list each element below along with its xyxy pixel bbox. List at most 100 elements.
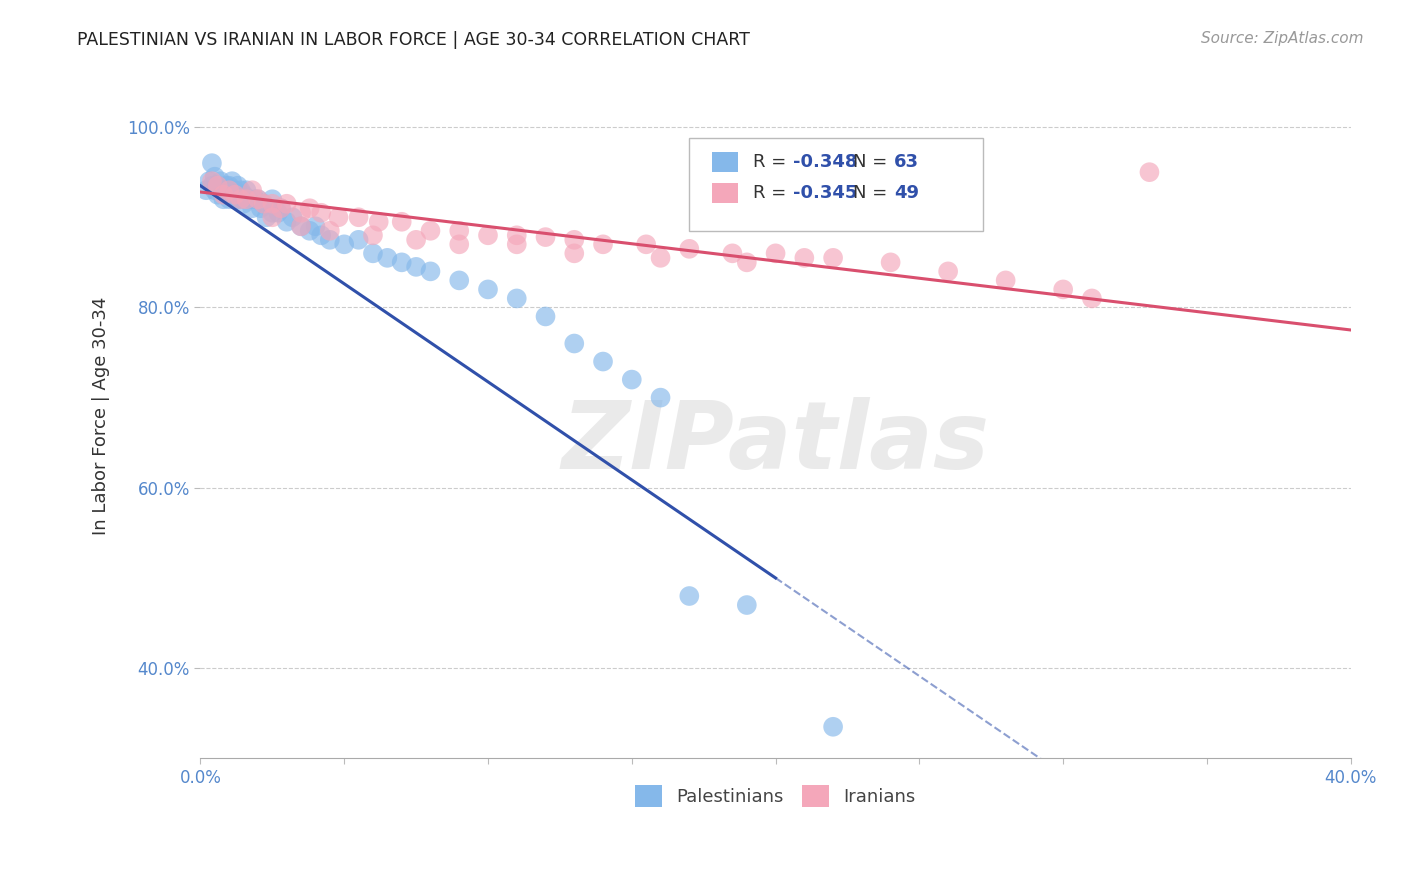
Point: [793, 251, 815, 265]
Point: [276, 215, 298, 229]
Point: [562, 233, 585, 247]
Point: [534, 310, 557, 324]
Point: [347, 211, 370, 225]
Point: [298, 201, 321, 215]
Point: [235, 192, 257, 206]
Point: [221, 183, 243, 197]
Point: [201, 178, 224, 193]
Text: 63: 63: [894, 153, 920, 171]
Point: [229, 192, 252, 206]
FancyBboxPatch shape: [713, 152, 738, 172]
Point: [262, 206, 284, 220]
Text: -0.345: -0.345: [793, 184, 858, 202]
Point: [218, 192, 240, 206]
Point: [212, 183, 235, 197]
Point: [209, 183, 232, 197]
Point: [201, 174, 224, 188]
Point: [309, 206, 332, 220]
Point: [477, 228, 499, 243]
Point: [506, 292, 529, 306]
Point: [262, 211, 284, 225]
Point: [232, 196, 254, 211]
Point: [253, 196, 276, 211]
Point: [290, 206, 312, 220]
Point: [226, 178, 249, 193]
Point: [304, 219, 326, 234]
Text: R =: R =: [752, 184, 792, 202]
Point: [735, 255, 758, 269]
Point: [209, 174, 232, 188]
Legend: Palestinians, Iranians: Palestinians, Iranians: [628, 778, 924, 814]
Point: [319, 224, 342, 238]
Point: [678, 242, 700, 256]
Text: 49: 49: [894, 184, 920, 202]
Point: [735, 598, 758, 612]
Point: [221, 174, 243, 188]
Point: [319, 233, 342, 247]
FancyBboxPatch shape: [689, 138, 983, 231]
Point: [765, 246, 787, 260]
Point: [592, 237, 614, 252]
Point: [229, 192, 252, 206]
Point: [243, 192, 266, 206]
Point: [449, 237, 471, 252]
Point: [249, 201, 271, 215]
Point: [298, 224, 321, 238]
Point: [419, 224, 441, 238]
FancyBboxPatch shape: [713, 183, 738, 203]
Point: [281, 211, 304, 225]
Y-axis label: In Labor Force | Age 30-34: In Labor Force | Age 30-34: [93, 296, 110, 535]
Point: [256, 211, 278, 225]
Point: [994, 273, 1017, 287]
Point: [391, 255, 413, 269]
Point: [218, 178, 240, 193]
Point: [449, 224, 471, 238]
Point: [235, 183, 257, 197]
Point: [276, 196, 298, 211]
Point: [195, 183, 218, 197]
Point: [212, 192, 235, 206]
Point: [361, 228, 384, 243]
Point: [405, 233, 427, 247]
Point: [562, 336, 585, 351]
Point: [562, 246, 585, 260]
Point: [232, 187, 254, 202]
Text: N =: N =: [852, 184, 893, 202]
Point: [224, 192, 246, 206]
Point: [333, 237, 356, 252]
Point: [290, 219, 312, 234]
Point: [246, 192, 269, 206]
Point: [328, 211, 350, 225]
Point: [823, 251, 845, 265]
Point: [198, 174, 221, 188]
Point: [361, 246, 384, 260]
Point: [212, 187, 235, 202]
Point: [267, 206, 290, 220]
Point: [290, 219, 312, 234]
Point: [419, 264, 441, 278]
Point: [215, 178, 238, 193]
Point: [506, 228, 529, 243]
Point: [650, 251, 672, 265]
Point: [391, 215, 413, 229]
Point: [207, 187, 229, 202]
Point: [721, 246, 744, 260]
Point: [347, 233, 370, 247]
Point: [262, 192, 284, 206]
Point: [620, 373, 643, 387]
Text: -0.348: -0.348: [793, 153, 858, 171]
Point: [506, 237, 529, 252]
Point: [215, 187, 238, 202]
Point: [253, 196, 276, 211]
Point: [1081, 292, 1104, 306]
Text: Source: ZipAtlas.com: Source: ZipAtlas.com: [1201, 31, 1364, 46]
Point: [240, 201, 263, 215]
Point: [592, 354, 614, 368]
Point: [224, 183, 246, 197]
Point: [218, 183, 240, 197]
Point: [309, 228, 332, 243]
Text: R =: R =: [752, 153, 792, 171]
Point: [246, 192, 269, 206]
Point: [823, 720, 845, 734]
Point: [224, 187, 246, 202]
